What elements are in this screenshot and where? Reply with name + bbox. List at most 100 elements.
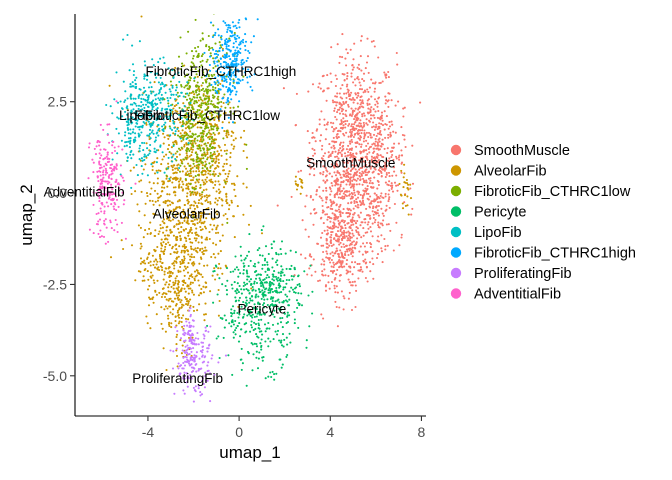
point: [174, 277, 177, 280]
point: [345, 235, 348, 238]
point: [147, 120, 150, 123]
point: [216, 79, 219, 82]
point: [208, 63, 211, 67]
point: [365, 207, 368, 210]
point: [158, 291, 161, 294]
point: [143, 153, 146, 156]
point: [197, 163, 200, 166]
point: [342, 108, 345, 111]
point: [193, 100, 196, 103]
point: [373, 87, 377, 90]
point: [261, 263, 264, 267]
point: [141, 159, 144, 162]
point: [122, 203, 125, 206]
point: [225, 319, 228, 322]
point: [172, 76, 175, 79]
point: [155, 293, 158, 296]
point: [351, 68, 354, 71]
point: [266, 298, 269, 301]
point: [331, 251, 334, 254]
point: [119, 164, 122, 167]
point: [392, 166, 396, 169]
point: [213, 118, 216, 121]
point: [398, 182, 401, 185]
point: [214, 211, 217, 214]
point: [146, 134, 149, 137]
point: [204, 170, 207, 173]
point: [168, 266, 171, 269]
point: [290, 286, 293, 289]
point: [272, 296, 275, 299]
point: [253, 321, 256, 324]
point: [185, 372, 188, 375]
point: [203, 119, 206, 122]
point: [373, 128, 376, 131]
point: [108, 123, 111, 126]
point: [120, 139, 123, 142]
point: [189, 109, 192, 112]
point: [191, 336, 194, 339]
point: [237, 63, 240, 66]
point: [340, 180, 343, 184]
point: [205, 188, 208, 191]
point: [238, 310, 241, 313]
point: [339, 141, 342, 144]
point: [244, 49, 247, 52]
point: [355, 200, 358, 203]
point: [141, 114, 144, 117]
point: [225, 193, 228, 196]
point: [198, 284, 201, 287]
point: [225, 47, 228, 50]
point: [196, 113, 199, 116]
point: [353, 266, 356, 269]
point: [173, 283, 176, 286]
point: [178, 80, 181, 83]
point: [339, 147, 342, 150]
point: [178, 106, 181, 109]
point: [102, 169, 105, 172]
point: [372, 200, 375, 203]
point: [220, 100, 223, 104]
point: [348, 190, 351, 193]
point: [196, 331, 199, 335]
point: [195, 237, 198, 240]
point: [179, 36, 182, 39]
point: [157, 97, 160, 100]
point: [154, 290, 157, 293]
point: [200, 171, 203, 174]
point: [321, 204, 324, 208]
point: [340, 119, 343, 122]
point: [117, 132, 120, 135]
point: [179, 137, 182, 140]
point: [350, 236, 353, 239]
point: [173, 208, 176, 211]
point: [243, 258, 246, 261]
point: [140, 179, 143, 182]
point: [335, 135, 338, 138]
point: [96, 176, 99, 179]
point: [359, 211, 362, 214]
point: [358, 111, 361, 114]
point: [184, 127, 187, 130]
point: [248, 280, 251, 283]
point: [234, 24, 237, 27]
point: [257, 322, 260, 325]
point: [91, 158, 94, 161]
point: [205, 167, 209, 170]
point: [152, 203, 155, 206]
point: [213, 139, 216, 142]
point: [154, 102, 157, 105]
point: [194, 137, 197, 140]
point: [151, 274, 154, 277]
point: [151, 297, 154, 300]
point: [298, 285, 301, 288]
point: [350, 192, 353, 195]
point: [400, 171, 403, 174]
point: [175, 324, 178, 327]
scatter-points: [87, 14, 422, 403]
point: [266, 327, 269, 330]
point: [202, 138, 205, 141]
point: [140, 190, 143, 193]
point: [331, 175, 334, 178]
point: [335, 160, 338, 163]
